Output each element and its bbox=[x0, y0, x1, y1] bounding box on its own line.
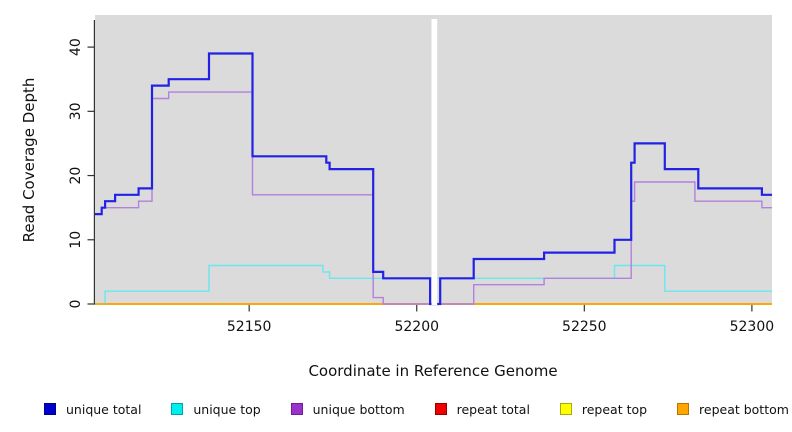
legend-swatch-repeat-total bbox=[434, 403, 447, 415]
legend: unique total unique top unique bottom repea… bbox=[44, 397, 789, 421]
x-tick-label: 52150 bbox=[227, 319, 272, 335]
x-tick-label: 52300 bbox=[730, 319, 775, 335]
y-tick-label: 30 bbox=[68, 102, 84, 120]
y-tick-label: 0 bbox=[68, 300, 84, 309]
y-tick-label: 10 bbox=[68, 231, 84, 249]
legend-item-repeat-total: repeat total bbox=[434, 401, 530, 417]
series-line-unique-total bbox=[95, 52, 772, 306]
legend-item-repeat-bottom: repeat bottom bbox=[677, 402, 789, 417]
x-tick-label: 52250 bbox=[562, 319, 607, 335]
series-line-unique-bottom bbox=[95, 91, 772, 305]
legend-item-label: unique top bbox=[193, 401, 261, 417]
legend-swatch-repeat-top bbox=[559, 403, 572, 415]
legend-swatch-unique-top bbox=[171, 403, 184, 415]
legend-item-label: unique total bbox=[66, 401, 142, 417]
legend-swatch-unique-total bbox=[44, 403, 56, 415]
legend-swatch-unique-bottom bbox=[290, 403, 303, 415]
legend-item-unique-top: unique top bbox=[171, 401, 261, 417]
series-line-unique-top bbox=[95, 264, 772, 305]
legend-item-label: repeat top bbox=[581, 401, 648, 417]
legend-item-unique-total: unique total bbox=[44, 402, 141, 417]
y-tick-label: 40 bbox=[68, 38, 84, 56]
legend-item-repeat-top: repeat top bbox=[559, 401, 648, 417]
legend-item-label: unique bottom bbox=[312, 401, 405, 417]
x-tick-label: 52200 bbox=[394, 319, 439, 335]
legend-item-label: repeat total bbox=[456, 401, 530, 417]
legend-item-unique-bottom: unique bottom bbox=[290, 401, 405, 417]
y-axis-title: Read Coverage Depth bbox=[20, 78, 38, 243]
legend-swatch-repeat-bottom bbox=[677, 403, 690, 415]
series-lines bbox=[95, 52, 772, 306]
y-tick-label: 20 bbox=[68, 167, 84, 185]
mask-band bbox=[431, 19, 438, 305]
x-axis-title: Coordinate in Reference Genome bbox=[308, 362, 557, 380]
legend-item-label: repeat bottom bbox=[699, 401, 789, 417]
